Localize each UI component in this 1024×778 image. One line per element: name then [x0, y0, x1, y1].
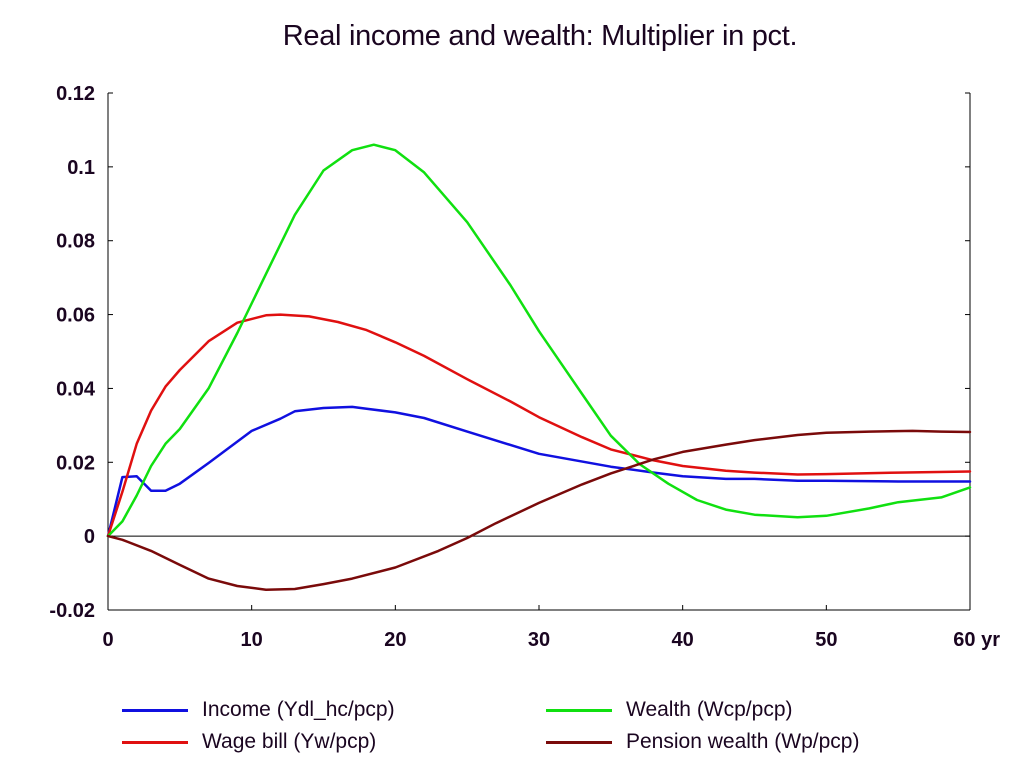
series-group	[106, 143, 972, 591]
x-tick-label: 40	[672, 629, 694, 651]
tick-labels: 0.12 0.1 0.08 0.06 0.04 0.02 0 -0.02 0 10 20 30 40 50…	[49, 83, 1000, 651]
x-tick-label: 60 yr	[953, 629, 1000, 651]
y-tick-label: 0.04	[56, 378, 96, 400]
x-tick-label: 30	[528, 629, 550, 651]
series-line-pension-3	[106, 429, 972, 591]
x-tick-label: 20	[384, 629, 406, 651]
plot-frame	[107, 92, 971, 611]
x-tick-label: 10	[241, 629, 263, 651]
y-tick-label: 0	[84, 526, 95, 548]
chart-title: Real income and wealth: Multiplier in pc…	[282, 20, 798, 52]
x-tick-label: 50	[815, 629, 837, 651]
y-tick-label: -0.02	[49, 600, 95, 622]
x-tick-label: 0	[102, 629, 113, 651]
y-tick-label: 0.06	[56, 305, 95, 327]
series-line-wage-1	[106, 313, 972, 538]
series-line-income-0	[106, 405, 972, 538]
y-tick-label: 0.02	[56, 452, 95, 474]
y-tick-label: 0.12	[56, 83, 95, 105]
y-tick-label: 0.08	[56, 231, 95, 253]
series-line-wealth-2	[106, 143, 972, 538]
y-tick-label: 0.1	[67, 157, 95, 179]
